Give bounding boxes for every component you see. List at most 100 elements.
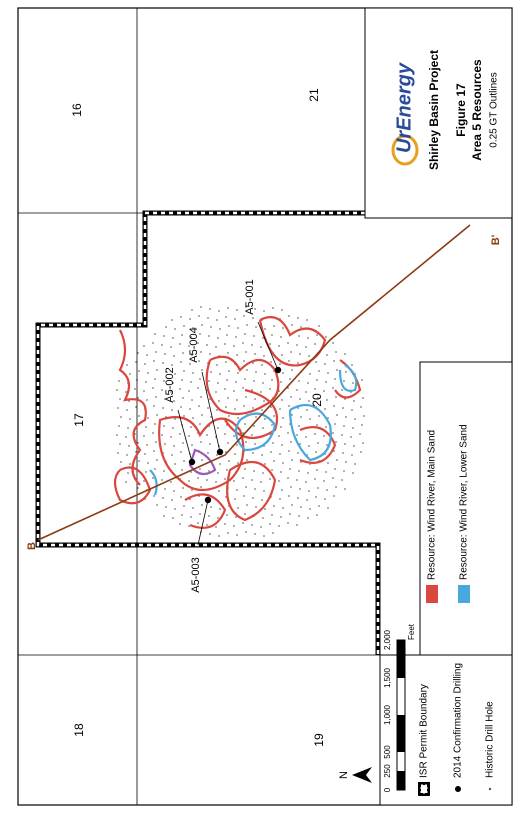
historic-hole xyxy=(126,409,128,411)
historic-hole xyxy=(201,504,203,506)
historic-hole xyxy=(260,346,262,348)
historic-hole xyxy=(307,382,309,384)
historic-hole xyxy=(116,389,118,391)
historic-hole xyxy=(362,442,364,444)
historic-hole xyxy=(224,523,226,525)
historic-hole xyxy=(288,360,290,362)
historic-hole xyxy=(288,315,290,317)
historic-hole xyxy=(305,481,307,483)
historic-hole xyxy=(262,337,264,339)
historic-hole xyxy=(278,525,280,527)
figure-note: 0.25 GT Outlines xyxy=(489,72,500,147)
historic-hole xyxy=(173,490,175,492)
historic-hole xyxy=(137,487,139,489)
historic-hole xyxy=(180,361,182,363)
historic-hole xyxy=(137,397,139,399)
historic-hole xyxy=(224,343,226,345)
historic-hole xyxy=(182,487,184,489)
legend-swatch xyxy=(455,786,461,792)
historic-hole xyxy=(327,462,329,464)
historic-hole xyxy=(334,423,336,425)
historic-hole xyxy=(120,461,122,463)
historic-hole xyxy=(135,361,137,363)
historic-hole xyxy=(323,480,325,482)
historic-hole xyxy=(315,496,317,498)
historic-hole xyxy=(281,444,283,446)
historic-hole xyxy=(191,354,193,356)
historic-hole xyxy=(252,407,254,409)
historic-hole xyxy=(287,342,289,344)
historic-hole xyxy=(156,369,158,371)
historic-hole xyxy=(314,433,316,435)
historic-hole xyxy=(325,426,327,428)
historic-hole xyxy=(245,351,247,353)
historic-hole xyxy=(264,328,266,330)
historic-hole xyxy=(280,336,282,338)
historic-hole xyxy=(174,463,176,465)
historic-hole xyxy=(262,517,264,519)
historic-hole xyxy=(180,316,182,318)
historic-hole xyxy=(324,363,326,365)
historic-hole xyxy=(236,309,238,311)
historic-hole xyxy=(334,378,336,380)
historic-hole xyxy=(253,380,255,382)
historic-hole xyxy=(138,415,140,417)
historic-hole xyxy=(143,345,145,347)
historic-hole xyxy=(198,315,200,317)
historic-hole xyxy=(154,468,156,470)
historic-hole xyxy=(226,514,228,516)
section-start: B xyxy=(26,542,38,550)
historic-hole xyxy=(216,364,218,366)
historic-hole xyxy=(271,379,273,381)
historic-hole xyxy=(144,363,146,365)
historic-hole xyxy=(280,426,282,428)
historic-hole xyxy=(218,310,220,312)
historic-hole xyxy=(138,460,140,462)
historic-hole xyxy=(170,481,172,483)
logo: UrEnergy xyxy=(391,62,419,166)
historic-hole xyxy=(183,415,185,417)
historic-hole xyxy=(217,472,219,474)
historic-hole xyxy=(316,334,318,336)
section-number: 19 xyxy=(312,733,326,747)
historic-hole xyxy=(235,516,237,518)
historic-hole xyxy=(188,345,190,347)
historic-hole xyxy=(236,354,238,356)
historic-hole xyxy=(137,352,139,354)
historic-hole xyxy=(297,317,299,319)
historic-hole xyxy=(164,353,166,355)
historic-hole xyxy=(359,433,361,435)
hole-label: A5-003 xyxy=(190,557,202,592)
historic-hole xyxy=(342,407,344,409)
historic-hole xyxy=(273,460,275,462)
historic-hole xyxy=(170,391,172,393)
historic-hole xyxy=(287,522,289,524)
historic-hole xyxy=(161,479,163,481)
figure-title: Area 5 Resources xyxy=(470,59,484,161)
historic-hole xyxy=(182,442,184,444)
historic-hole xyxy=(246,369,248,371)
historic-hole xyxy=(354,463,356,465)
historic-hole xyxy=(345,461,347,463)
historic-hole xyxy=(201,369,203,371)
historic-hole xyxy=(316,424,318,426)
historic-hole xyxy=(270,451,272,453)
historic-hole xyxy=(261,364,263,366)
historic-hole xyxy=(298,335,300,337)
historic-hole xyxy=(297,362,299,364)
historic-hole xyxy=(264,373,266,375)
historic-hole xyxy=(262,472,264,474)
historic-hole xyxy=(344,353,346,355)
legend-label: Resource: Wind River, Main Sand xyxy=(427,430,438,580)
historic-hole xyxy=(146,399,148,401)
historic-hole xyxy=(208,470,210,472)
historic-hole xyxy=(236,399,238,401)
historic-hole xyxy=(255,416,257,418)
historic-hole xyxy=(234,408,236,410)
historic-hole xyxy=(180,496,182,498)
hole-label: A5-002 xyxy=(164,367,176,402)
historic-hole xyxy=(165,326,167,328)
historic-hole xyxy=(172,382,174,384)
historic-hole xyxy=(271,334,273,336)
historic-hole xyxy=(343,380,345,382)
